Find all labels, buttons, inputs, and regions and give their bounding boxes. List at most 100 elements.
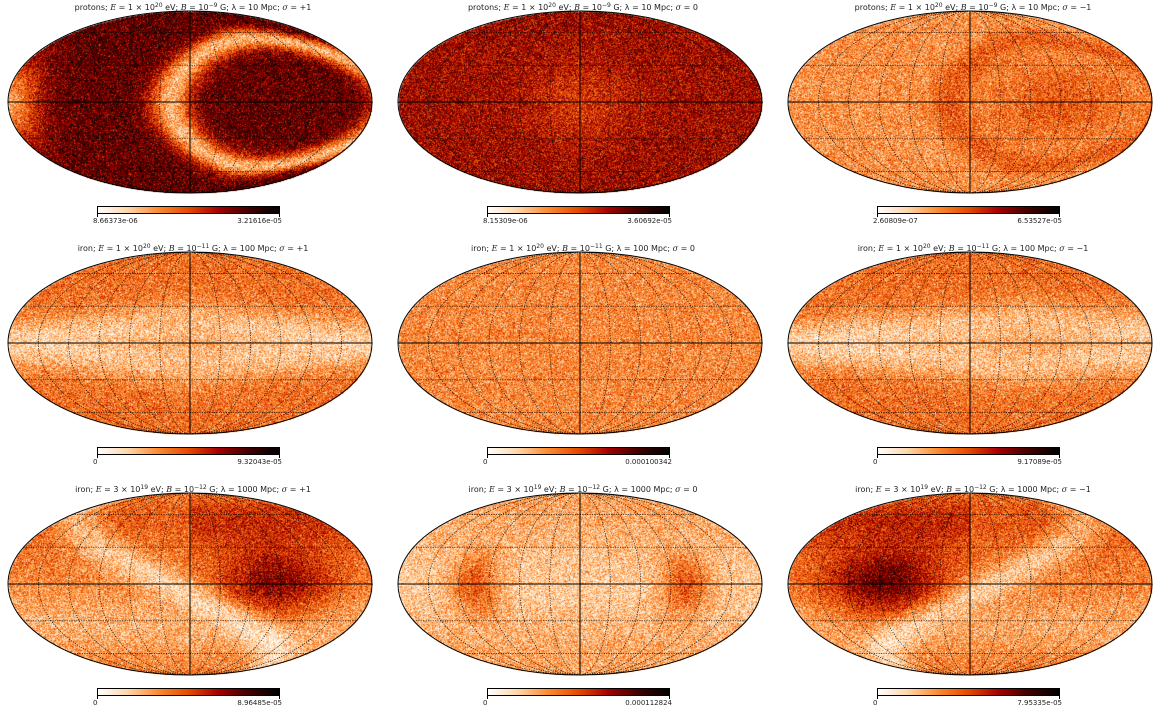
title-part: = 10 (966, 3, 989, 12)
title-part: iron; (855, 485, 876, 494)
panel-title: protons; E = 1 × 1020 eV; B = 10−9 G; λ … (780, 0, 1158, 12)
title-part: = 1 × 10 (497, 244, 537, 253)
title-part: −11 (196, 243, 210, 250)
title-part: −11 (976, 243, 990, 250)
title-part: eV; (150, 244, 169, 253)
title-part: = 10 (172, 485, 195, 494)
colorbar (877, 447, 1060, 455)
panel-title: iron; E = 1 × 1020 eV; B = 10−11 G; λ = … (390, 241, 776, 253)
title-part: = +1 (287, 3, 312, 12)
title-part: = 0 (678, 244, 695, 253)
map-boundary (787, 10, 1153, 194)
title-part: = 1 × 10 (104, 244, 143, 253)
title-part: = 1 × 10 (884, 244, 923, 253)
panel-title: iron; E = 3 × 1019 eV; B = 10−12 G; λ = … (390, 482, 776, 494)
title-part: G; λ = 10 Mpc; (997, 3, 1063, 12)
skymap-panel: iron; E = 1 × 1020 eV; B = 10−11 G; λ = … (780, 241, 1158, 482)
title-part: E (875, 485, 882, 494)
title-part: = 1 × 10 (116, 3, 155, 12)
title-part: G; λ = 1000 Mpc; (206, 485, 282, 494)
title-part: G; λ = 1000 Mpc; (600, 485, 676, 494)
map-boundary (7, 10, 373, 194)
meridian-line (878, 10, 971, 194)
title-part: = 1 × 10 (896, 3, 935, 12)
skymap-panel: iron; E = 3 × 1019 eV; B = 10−12 G; λ = … (0, 482, 386, 723)
colorbar-max-label: 6.53527e-05 (1017, 217, 1062, 225)
meridian-line (969, 492, 1092, 676)
colorbar-min-label: 8.15309e-06 (483, 217, 528, 225)
graticule-overlay (397, 10, 763, 194)
colorbar (97, 447, 280, 455)
colorbar-min-label: 0 (93, 699, 98, 707)
title-part: = 0 (680, 485, 698, 494)
title-part: eV; (543, 244, 563, 253)
colorbar-max-label: 7.95335e-05 (1017, 699, 1062, 707)
meridian-line (969, 10, 1123, 194)
colorbar-max-label: 8.96485e-05 (237, 699, 282, 707)
title-part: = 10 (952, 485, 975, 494)
skymap-panel: iron; E = 3 × 1019 eV; B = 10−12 G; λ = … (390, 482, 776, 723)
title-part: G; λ = 10 Mpc; (610, 3, 676, 12)
map-boundary (7, 251, 373, 435)
panel-title: iron; E = 3 × 1019 eV; B = 10−12 G; λ = … (0, 482, 386, 494)
title-part: 20 (154, 2, 163, 9)
title-part: 20 (548, 2, 556, 9)
skymap-panel: iron; E = 1 × 1020 eV; B = 10−11 G; λ = … (0, 241, 386, 482)
graticule-overlay (787, 492, 1153, 676)
meridian-line (189, 10, 282, 194)
title-part: B (562, 244, 569, 253)
title-part: E (489, 485, 495, 494)
title-part: eV; (930, 244, 949, 253)
title-part: σ (675, 3, 682, 12)
title-part: E (491, 244, 498, 253)
title-part: = 10 (579, 3, 602, 12)
colorbar-min-label: 0 (873, 458, 878, 466)
colorbar-max-label: 3.60692e-05 (627, 217, 672, 225)
colorbar (877, 688, 1060, 696)
map-boundary (397, 492, 763, 676)
meridian-line (969, 492, 1062, 676)
title-part: = −1 (1064, 244, 1089, 253)
meridian-line (878, 492, 971, 676)
title-part: G; λ = 10 Mpc; (217, 3, 283, 12)
title-part: 20 (934, 2, 943, 9)
title-part: B (559, 485, 566, 494)
colorbar-tick (97, 455, 98, 458)
colorbar-tick (279, 696, 280, 699)
map-boundary (787, 251, 1153, 435)
title-part: = 3 × 10 (494, 485, 534, 494)
meridian-line (579, 492, 672, 676)
meridian-line (969, 10, 1092, 194)
title-part: = 10 (954, 244, 977, 253)
title-part: = 10 (565, 485, 588, 494)
title-part: σ (279, 244, 285, 253)
title-part: σ (1059, 244, 1065, 253)
title-part: σ (672, 244, 679, 253)
colorbar-tick (669, 455, 670, 458)
title-part: = 0 (681, 3, 699, 12)
colorbar-max-label: 9.17089e-05 (1017, 458, 1062, 466)
title-part: B (946, 485, 953, 494)
colorbar-tick (487, 214, 488, 217)
colorbar-max-label: 3.21616e-05 (237, 217, 282, 225)
title-part: eV; (555, 3, 575, 12)
meridian-line (878, 251, 971, 435)
title-part: = +1 (284, 244, 309, 253)
title-part: −9 (601, 2, 611, 9)
colorbar-tick (877, 455, 878, 458)
title-part: 20 (536, 243, 544, 250)
title-part: −11 (589, 243, 603, 250)
colorbar-tick (669, 696, 670, 699)
title-part: E (95, 485, 102, 494)
meridian-line (98, 10, 191, 194)
skymap-panel: protons; E = 1 × 1020 eV; B = 10−9 G; λ … (390, 0, 776, 241)
title-part: protons; (74, 3, 111, 12)
colorbar-tick (487, 455, 488, 458)
colorbar-min-label: 8.66373e-06 (93, 217, 138, 225)
colorbar-max-label: 9.32043e-05 (237, 458, 282, 466)
meridian-line (579, 251, 733, 435)
graticule-overlay (397, 492, 763, 676)
map-boundary (397, 251, 763, 435)
meridian-line (189, 492, 282, 676)
meridian-line (189, 251, 312, 435)
